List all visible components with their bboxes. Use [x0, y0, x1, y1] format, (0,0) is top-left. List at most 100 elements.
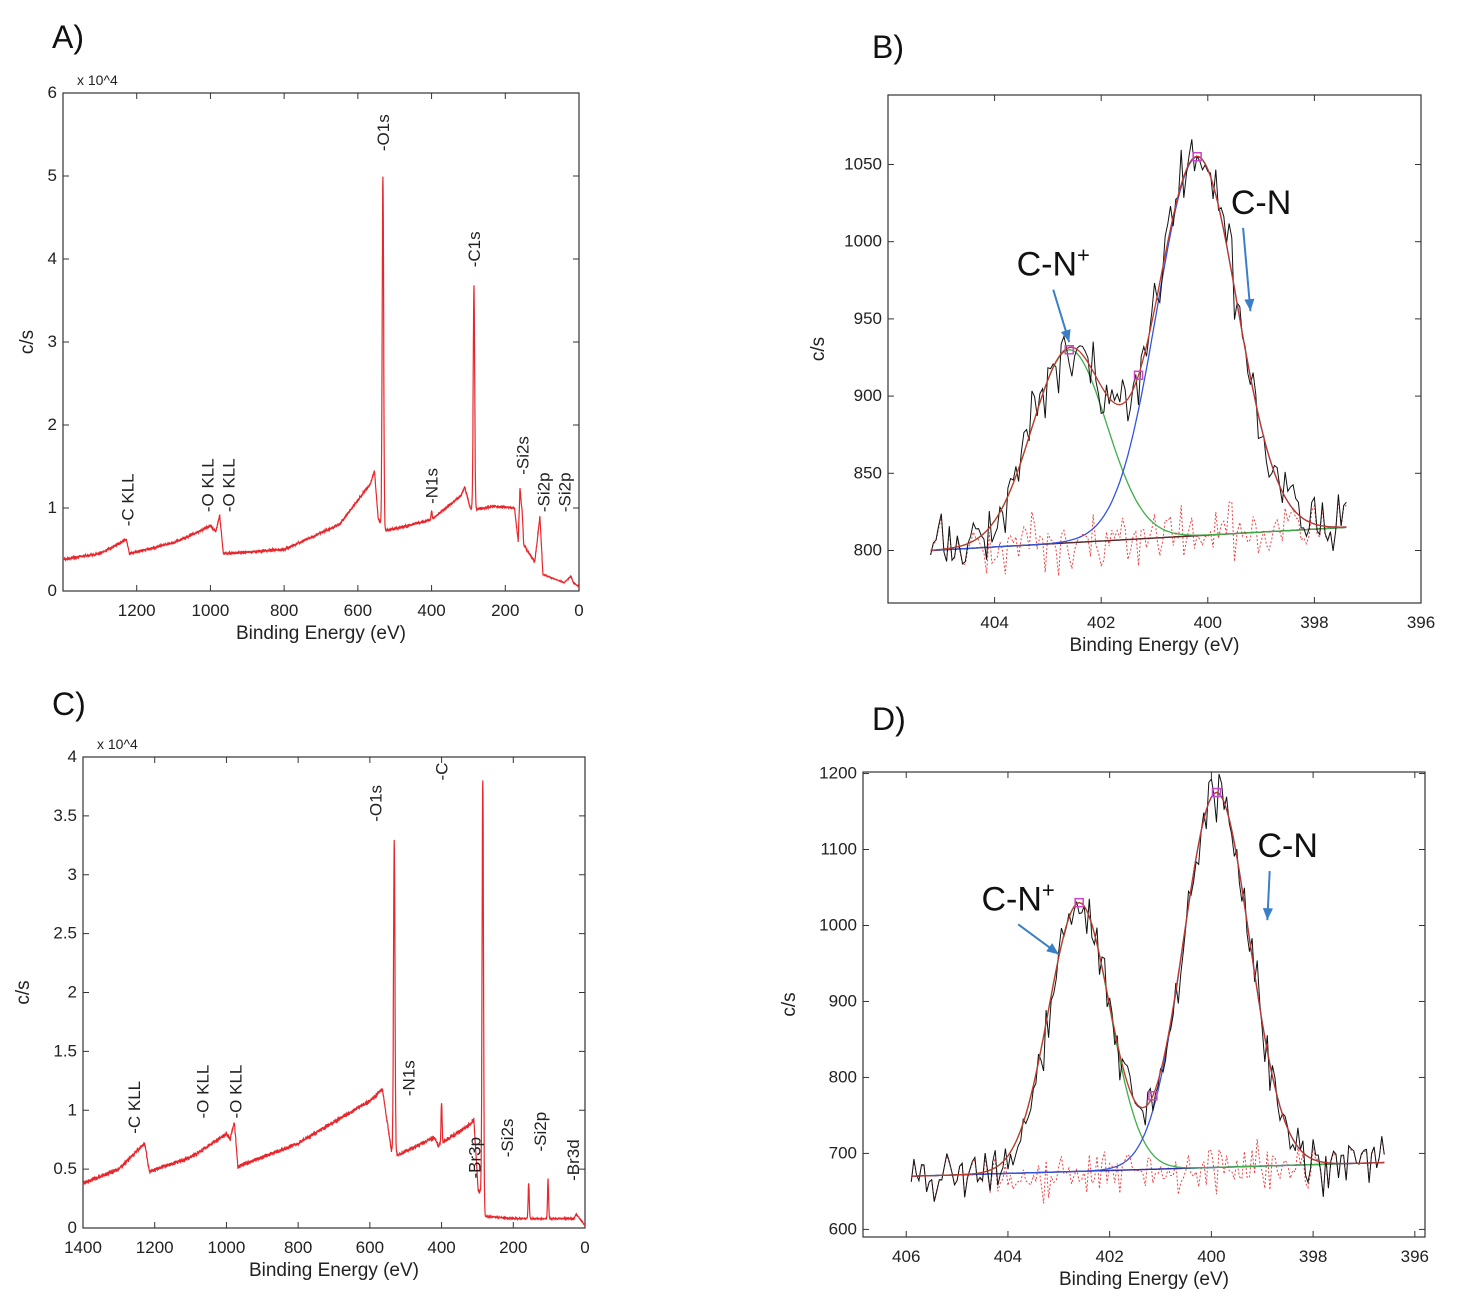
y-tick-label: 900: [829, 991, 857, 1010]
peak-label: -Si2p: [535, 472, 554, 512]
component-c-n-plus: [911, 902, 1385, 1177]
annotation-superscript: +: [1042, 877, 1055, 902]
annotation-label: C-N+: [1017, 243, 1090, 284]
x-tick-label: 404: [994, 1247, 1022, 1266]
x-axis-label: Binding Energy (eV): [236, 623, 406, 644]
peak-label: -Si2s: [514, 436, 533, 475]
residual-line: [910, 1138, 1385, 1204]
x-tick-label: 1000: [208, 1238, 246, 1257]
x-tick-label: 400: [1197, 1247, 1225, 1266]
annotation-text: C-N: [981, 880, 1041, 918]
arrow-head-icon: [1060, 329, 1071, 343]
x-tick-label: 406: [892, 1247, 920, 1266]
y-tick-label: 950: [854, 309, 882, 328]
y-tick-label: 1200: [819, 764, 857, 783]
panel-b: B) 404 402 400 398 396 800 850 900 950 1000 1050 Bin…: [808, 29, 1435, 656]
x-tick-label: 800: [284, 1238, 312, 1257]
x-tick-label: 800: [270, 601, 298, 620]
y-tick-label: 4: [68, 747, 77, 766]
y-tick-label: 0: [48, 581, 57, 600]
y-tick-label: 800: [854, 541, 882, 560]
peak-marker: [1192, 152, 1202, 162]
y-tick-label: 700: [829, 1143, 857, 1162]
y-tick-label: 2.5: [53, 924, 77, 943]
annotation-text: C-N: [1257, 827, 1317, 865]
y-tick-label: 4: [48, 249, 57, 268]
peak-label: -O KLL: [220, 458, 239, 512]
panel-d: D) 406 404 402 400 398 396 600 700 800 900 1000 1100…: [779, 701, 1429, 1290]
x-tick-label: 398: [1300, 613, 1328, 632]
y-tick-label: 3: [68, 865, 77, 884]
peak-label: -N1s: [423, 468, 442, 504]
valley-marker: [1148, 1090, 1158, 1101]
x-tick-label: 396: [1401, 1247, 1429, 1266]
panel-a: A) 1200 1000 800 600 400 200 0 0 1 2 3 4 5 6 Binding En…: [17, 19, 584, 644]
peak-marker: [1074, 897, 1084, 908]
raw-data-line: [930, 139, 1347, 565]
valley-marker: [1133, 370, 1144, 381]
annotation-text: C-N: [1231, 184, 1291, 222]
x-tick-label: 404: [980, 613, 1008, 632]
annotation-superscript: +: [1077, 243, 1090, 268]
y-multiplier: x 10^4: [97, 736, 138, 752]
annotation-label: C-N+: [981, 877, 1054, 918]
spectrum-line: [82, 780, 586, 1227]
x-tick-label: 1200: [118, 601, 156, 620]
peak-label: -O KLL: [227, 1065, 246, 1119]
y-axis-label: c/s: [808, 337, 829, 361]
peak-label: -C KLL: [119, 473, 138, 526]
y-axis-label: c/s: [13, 980, 34, 1004]
y-tick-label: 2: [68, 983, 77, 1002]
y-tick-label: 3.5: [53, 806, 77, 825]
x-tick-label: 402: [1095, 1247, 1123, 1266]
y-tick-label: 1050: [844, 154, 882, 173]
x-tick-label: 600: [344, 601, 372, 620]
y-tick-label: 800: [829, 1067, 857, 1086]
y-tick-label: 900: [854, 386, 882, 405]
x-tick-label: 600: [356, 1238, 384, 1257]
raw-data-line: [910, 773, 1385, 1202]
y-tick-label: 1: [48, 498, 57, 517]
axes-frame: [62, 92, 580, 592]
annotation-text: C-N: [1017, 246, 1077, 284]
x-tick-label: 400: [427, 1238, 455, 1257]
x-axis-label: Binding Energy (eV): [1059, 1269, 1229, 1290]
axes-frame: [887, 94, 1422, 604]
x-tick-label: 396: [1407, 613, 1435, 632]
peak-marker: [1211, 787, 1222, 798]
x-tick-label: 402: [1087, 613, 1115, 632]
x-tick-label: 1400: [64, 1238, 102, 1257]
peak-label: -Br3p: [465, 1137, 484, 1179]
peak-label: -C: [432, 763, 451, 781]
x-tick-label: 1000: [192, 601, 230, 620]
x-axis-label: Binding Energy (eV): [249, 1260, 419, 1281]
panel-label: A): [52, 19, 84, 55]
peak-label: -O1s: [374, 114, 393, 151]
y-tick-label: 600: [829, 1219, 857, 1238]
arrow-head-icon: [1244, 298, 1255, 312]
peak-marker: [1064, 345, 1074, 355]
y-tick-label: 2: [48, 415, 57, 434]
y-tick-label: 6: [48, 83, 57, 102]
y-tick-label: 850: [854, 463, 882, 482]
spectrum-line: [62, 176, 580, 588]
peak-label: -O KLL: [199, 458, 218, 512]
y-tick-label: 1.5: [53, 1041, 77, 1060]
y-axis-label: c/s: [17, 330, 38, 354]
y-axis-label: c/s: [779, 992, 800, 1016]
y-tick-label: 1000: [819, 915, 857, 934]
peak-label: -N1s: [400, 1060, 419, 1096]
arrow-line: [1242, 227, 1252, 312]
x-axis-label: Binding Energy (eV): [1069, 635, 1239, 656]
peak-label: -Si2s: [498, 1119, 517, 1158]
y-tick-label: 1: [68, 1100, 77, 1119]
x-tick-label: 200: [491, 601, 519, 620]
residual-line: [930, 498, 1347, 576]
panel-c: C) 1400 1200 1000 800 600 400 200 0 0 0.5 1 1.5 2 2.5 3…: [13, 686, 590, 1281]
y-tick-label: 5: [48, 166, 57, 185]
y-tick-label: 1100: [820, 840, 857, 859]
x-tick-label: 400: [417, 601, 445, 620]
peak-label: -C1s: [465, 231, 484, 267]
y-tick-label: 3: [48, 332, 57, 351]
